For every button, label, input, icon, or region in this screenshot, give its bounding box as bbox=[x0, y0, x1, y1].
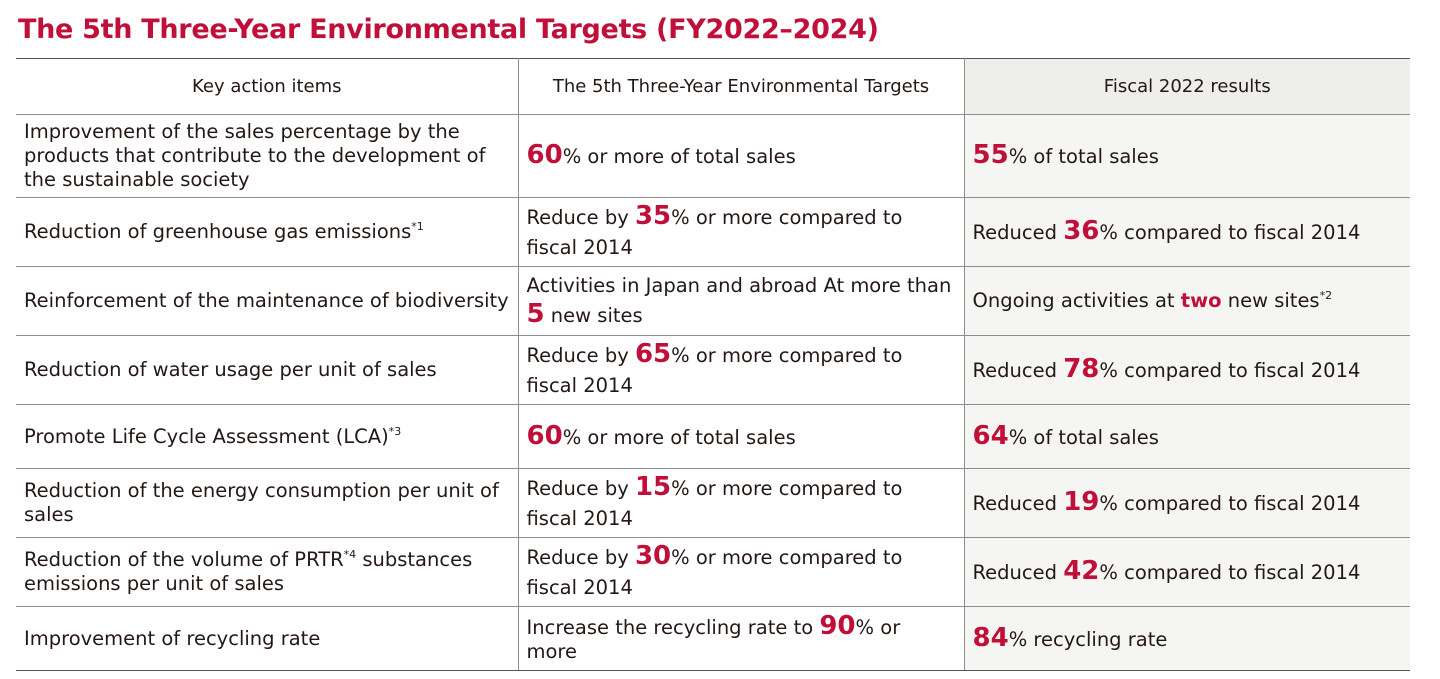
item-text: Promote Life Cycle Assessment (LCA) bbox=[24, 424, 389, 448]
target-suffix: % or more compared to fiscal 2014 bbox=[526, 344, 903, 397]
target-prefix: Reduce by bbox=[526, 477, 635, 500]
target-value: 60 bbox=[526, 140, 563, 170]
target-suffix: % or more of total sales bbox=[562, 425, 796, 449]
result-value: 64 bbox=[972, 420, 1009, 451]
key-action-item: Reduction of the volume of PRTR*4 substa… bbox=[16, 537, 519, 607]
result-suffix: % compared to fiscal 2014 bbox=[1099, 492, 1361, 515]
result-suffix: % compared to fiscal 2014 bbox=[1099, 359, 1361, 382]
target-value: 5 bbox=[526, 299, 545, 329]
environmental-targets-table: Key action items The 5th Three-Year Envi… bbox=[16, 58, 1410, 671]
result-value: 42 bbox=[1063, 556, 1100, 586]
result-value: two bbox=[1180, 289, 1222, 312]
result-value: 55 bbox=[972, 140, 1009, 170]
target-prefix: Increase the recycling rate to bbox=[526, 615, 820, 639]
key-action-item: Reinforcement of the maintenance of biod… bbox=[16, 266, 519, 336]
target-value: 30 bbox=[634, 541, 672, 571]
table-row: Reinforcement of the maintenance of biod… bbox=[16, 266, 1410, 336]
result-cell: Reduced 42% compared to fiscal 2014 bbox=[963, 537, 1410, 607]
target-value: 90 bbox=[819, 610, 856, 641]
key-action-item: Improvement of recycling rate bbox=[16, 606, 519, 671]
footnote-marker: *3 bbox=[388, 424, 402, 438]
target-value: 15 bbox=[634, 472, 672, 502]
item-text: Reduction of the energy consumption per … bbox=[24, 479, 499, 526]
target-cell: Reduce by 15% or more compared to fiscal… bbox=[517, 468, 965, 538]
page-title: The 5th Three-Year Environmental Targets… bbox=[18, 14, 879, 45]
result-cell: Reduced 36% compared to fiscal 2014 bbox=[963, 197, 1410, 267]
result-prefix: Reduced bbox=[972, 221, 1064, 244]
result-prefix: Reduced bbox=[972, 561, 1064, 584]
result-suffix: % recycling rate bbox=[1008, 627, 1168, 651]
header-results: Fiscal 2022 results bbox=[963, 58, 1410, 115]
footnote-marker: *2 bbox=[1319, 289, 1333, 302]
target-cell: Reduce by 65% or more compared to fiscal… bbox=[517, 335, 965, 405]
result-cell: Reduced 19% compared to fiscal 2014 bbox=[963, 468, 1410, 538]
result-value: 36 bbox=[1063, 216, 1100, 246]
target-cell: Activities in Japan and abroad At more t… bbox=[517, 266, 965, 336]
result-suffix: % compared to fiscal 2014 bbox=[1099, 221, 1361, 244]
footnote-marker: *4 bbox=[343, 548, 357, 561]
result-value: 78 bbox=[1063, 354, 1100, 384]
table-row: Promote Life Cycle Assessment (LCA)*3 60… bbox=[16, 404, 1410, 469]
target-prefix: Activities in Japan and abroad At more t… bbox=[526, 274, 952, 297]
key-action-item: Promote Life Cycle Assessment (LCA)*3 bbox=[16, 404, 519, 469]
result-suffix: % of total sales bbox=[1008, 145, 1159, 168]
table-row: Reduction of the volume of PRTR*4 substa… bbox=[16, 537, 1410, 607]
target-value: 35 bbox=[634, 201, 672, 231]
result-suffix: % compared to fiscal 2014 bbox=[1099, 561, 1361, 584]
target-suffix: % or more bbox=[526, 615, 901, 663]
item-text: Reduction of the volume of PRTR bbox=[24, 548, 344, 571]
table-row: Improvement of recycling rate Increase t… bbox=[16, 606, 1410, 671]
result-prefix: Ongoing activities at bbox=[972, 289, 1181, 312]
target-suffix: % or more compared to fiscal 2014 bbox=[526, 206, 903, 259]
key-action-item: Reduction of the energy consumption per … bbox=[16, 468, 519, 538]
result-cell: Ongoing activities at two new sites*2 bbox=[963, 266, 1410, 336]
target-cell: Increase the recycling rate to 90% or mo… bbox=[517, 606, 965, 671]
result-prefix: Reduced bbox=[972, 492, 1064, 515]
target-value: 65 bbox=[634, 339, 672, 369]
target-cell: 60% or more of total sales bbox=[517, 114, 965, 198]
item-text: Reinforcement of the maintenance of biod… bbox=[24, 289, 509, 312]
table-row: Improvement of the sales percentage by t… bbox=[16, 114, 1410, 198]
target-suffix: new sites bbox=[544, 304, 643, 327]
target-suffix: % or more compared to fiscal 2014 bbox=[526, 477, 903, 530]
result-cell: Reduced 78% compared to fiscal 2014 bbox=[963, 335, 1410, 405]
item-text: Improvement of the sales percentage by t… bbox=[24, 120, 486, 191]
target-suffix: % or more of total sales bbox=[562, 145, 796, 168]
target-prefix: Reduce by bbox=[526, 546, 635, 569]
result-suffix: new sites bbox=[1221, 289, 1320, 312]
target-cell: Reduce by 30% or more compared to fiscal… bbox=[517, 537, 965, 607]
target-prefix: Reduce by bbox=[526, 206, 635, 229]
footnote-marker: *1 bbox=[411, 220, 424, 233]
item-text: Improvement of recycling rate bbox=[24, 626, 321, 650]
result-cell: 64% of total sales bbox=[963, 404, 1410, 469]
target-value: 60 bbox=[526, 420, 563, 451]
item-text-cont: substances emissions per unit of sales bbox=[24, 548, 473, 595]
key-action-item: Reduction of water usage per unit of sal… bbox=[16, 335, 519, 405]
table-row: Reduction of greenhouse gas emissions*1 … bbox=[16, 197, 1410, 267]
header-targets: The 5th Three-Year Environmental Targets bbox=[517, 58, 965, 115]
target-cell: Reduce by 35% or more compared to fiscal… bbox=[517, 197, 965, 267]
target-suffix: % or more compared to fiscal 2014 bbox=[526, 546, 903, 599]
item-text: Reduction of water usage per unit of sal… bbox=[24, 358, 437, 381]
header-key-action-items: Key action items bbox=[16, 58, 519, 115]
target-prefix: Reduce by bbox=[526, 344, 635, 367]
key-action-item: Improvement of the sales percentage by t… bbox=[16, 114, 519, 198]
result-cell: 84% recycling rate bbox=[963, 606, 1410, 671]
result-prefix: Reduced bbox=[972, 359, 1064, 382]
result-suffix: % of total sales bbox=[1008, 425, 1159, 449]
table-row: Reduction of water usage per unit of sal… bbox=[16, 335, 1410, 405]
key-action-item: Reduction of greenhouse gas emissions*1 bbox=[16, 197, 519, 267]
result-cell: 55% of total sales bbox=[963, 114, 1410, 198]
item-text: Reduction of greenhouse gas emissions bbox=[24, 220, 412, 243]
target-cell: 60% or more of total sales bbox=[517, 404, 965, 469]
result-value: 84 bbox=[972, 622, 1009, 653]
table-header-row: Key action items The 5th Three-Year Envi… bbox=[16, 58, 1410, 115]
result-value: 19 bbox=[1063, 487, 1100, 517]
table-row: Reduction of the energy consumption per … bbox=[16, 468, 1410, 538]
